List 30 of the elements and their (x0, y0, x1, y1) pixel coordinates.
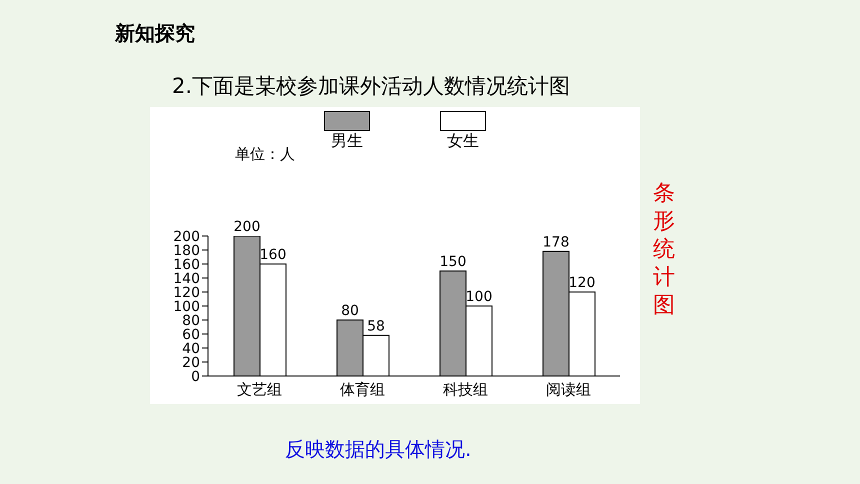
data-label: 200 (234, 219, 260, 235)
legend-label: 男生 (331, 131, 363, 152)
y-tick-label: 140 (173, 270, 200, 287)
legend-label: 女生 (447, 131, 479, 152)
x-tick-label: 科技组 (443, 380, 488, 399)
y-tick-label: 60 (182, 326, 200, 343)
data-label: 58 (367, 318, 385, 334)
y-tick-label: 160 (173, 256, 200, 273)
data-label: 150 (440, 254, 466, 270)
data-label: 178 (542, 234, 570, 250)
y-tick-label: 200 (173, 228, 200, 245)
x-tick-label: 阅读组 (546, 380, 591, 399)
y-tick-label: 80 (182, 312, 200, 329)
x-tick-label: 体育组 (340, 380, 385, 399)
y-axis-title: 单位：人 (235, 145, 295, 164)
text: 条形统计图 (652, 180, 676, 320)
y-tick-label: 0 (191, 368, 200, 385)
data-label: 120 (568, 275, 596, 291)
y-tick-label: 120 (173, 284, 200, 301)
x-tick-label: 文艺组 (237, 380, 282, 399)
data-label: 100 (466, 289, 492, 305)
data-label: 160 (260, 247, 286, 263)
data-label: 80 (341, 303, 359, 319)
y-tick-label: 40 (182, 340, 200, 357)
chart-title: 2.下面是某校参加课外活动人数情况统计图 (172, 73, 570, 100)
text: 反映数据的具体情况. (285, 436, 472, 463)
y-tick-label: 20 (182, 354, 200, 371)
y-tick-label: 100 (173, 298, 200, 315)
y-tick-label: 180 (173, 242, 200, 259)
text: 新知探究 (115, 20, 195, 47)
